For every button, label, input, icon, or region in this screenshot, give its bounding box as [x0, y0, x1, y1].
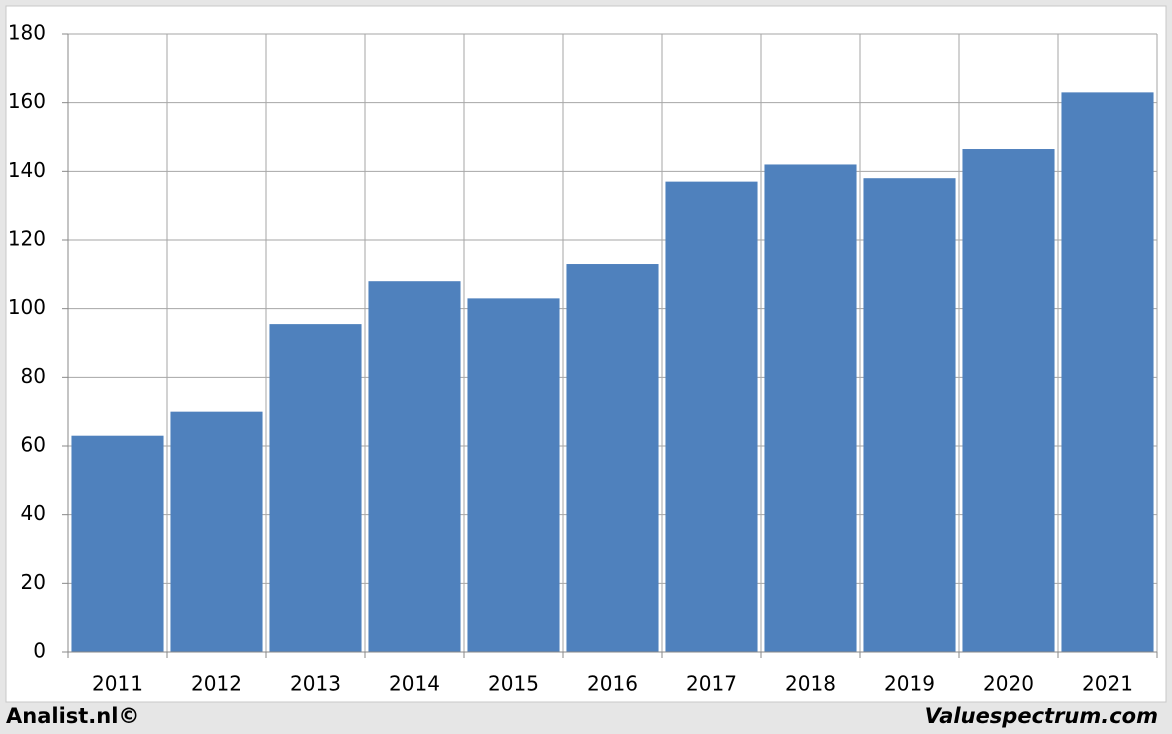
x-tick-label: 2013 — [290, 672, 341, 696]
x-tick-label: 2020 — [983, 672, 1034, 696]
source-left: Analist.nl© — [6, 704, 139, 728]
x-tick-label: 2016 — [587, 672, 638, 696]
bar — [467, 298, 560, 652]
x-tick-label: 2019 — [884, 672, 935, 696]
y-tick-label: 100 — [8, 295, 46, 319]
x-tick-label: 2012 — [191, 672, 242, 696]
bar — [863, 178, 956, 652]
y-tick-label: 40 — [21, 501, 46, 525]
bar — [764, 164, 857, 652]
y-tick-label: 160 — [8, 89, 46, 113]
bar — [665, 181, 758, 652]
bar — [170, 411, 263, 652]
x-tick-label: 2015 — [488, 672, 539, 696]
y-tick-label: 120 — [8, 227, 46, 251]
y-tick-label: 0 — [33, 639, 46, 663]
bar — [1061, 92, 1154, 652]
bar — [71, 435, 164, 652]
y-tick-label: 20 — [21, 570, 46, 594]
y-tick-label: 140 — [8, 158, 46, 182]
x-tick-label: 2014 — [389, 672, 440, 696]
bar — [566, 264, 659, 652]
y-tick-label: 60 — [21, 433, 46, 457]
source-right: Valuespectrum.com — [925, 704, 1158, 728]
x-tick-label: 2011 — [92, 672, 143, 696]
x-tick-label: 2018 — [785, 672, 836, 696]
bar — [368, 281, 461, 652]
bar — [962, 149, 1055, 652]
x-tick-label: 2017 — [686, 672, 737, 696]
x-tick-label: 2021 — [1082, 672, 1133, 696]
bar — [269, 324, 362, 652]
y-tick-label: 180 — [8, 21, 46, 45]
y-tick-label: 80 — [21, 364, 46, 388]
